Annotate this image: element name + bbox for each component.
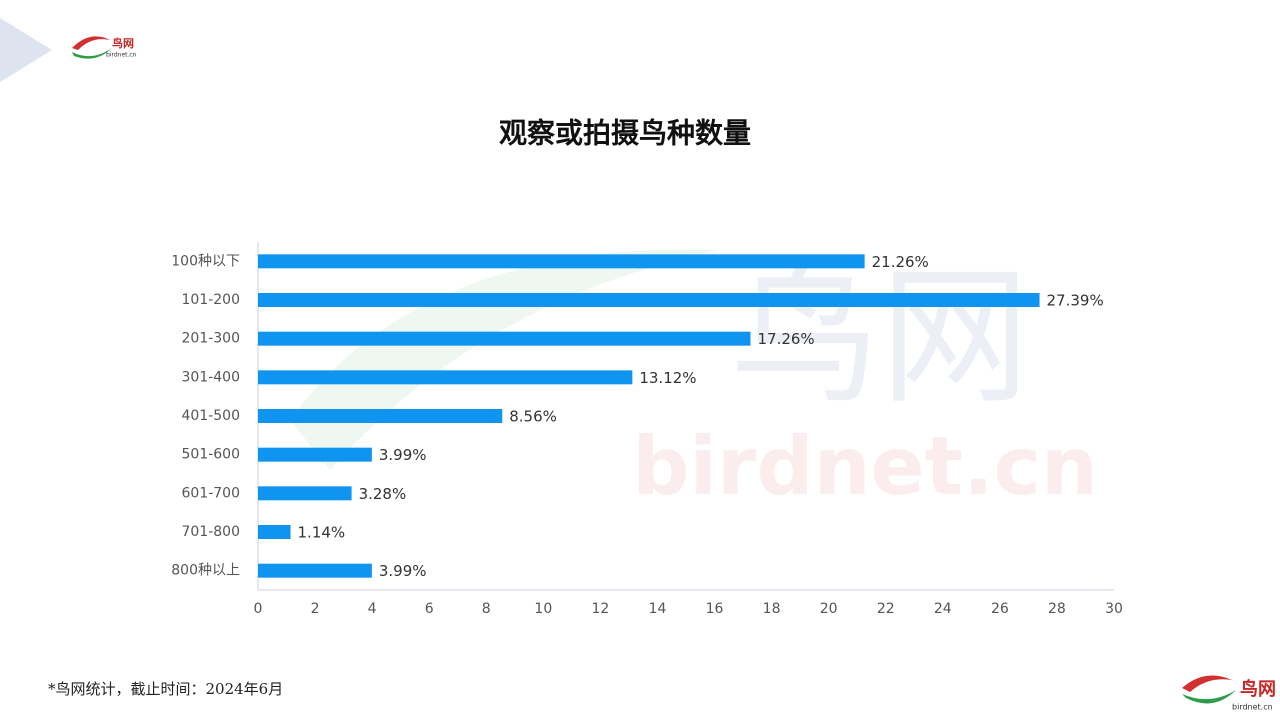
x-tick-label: 16 bbox=[706, 601, 724, 617]
y-tick-label: 701-800 bbox=[182, 524, 241, 540]
x-tick-label: 24 bbox=[934, 601, 952, 617]
bar bbox=[258, 370, 633, 385]
x-tick-label: 4 bbox=[368, 601, 377, 617]
logo-swoosh bbox=[72, 48, 112, 59]
x-tick-label: 6 bbox=[425, 601, 434, 617]
y-tick-label: 800种以上 bbox=[171, 563, 240, 579]
bar bbox=[258, 486, 352, 501]
logo-domain: birdnet.cn bbox=[106, 52, 137, 59]
value-label: 27.39% bbox=[1047, 292, 1104, 310]
x-tick-label: 26 bbox=[991, 601, 1009, 617]
x-tick-label: 10 bbox=[534, 601, 552, 617]
logo-swoosh bbox=[1182, 675, 1232, 692]
logo-bottom: 鸟网 birdnet.cn bbox=[1182, 675, 1276, 712]
corner-triangle bbox=[0, 18, 52, 82]
x-tick-label: 28 bbox=[1048, 601, 1066, 617]
logo-top: 鸟网 birdnet.cn bbox=[72, 36, 137, 59]
value-label: 13.12% bbox=[639, 369, 696, 387]
watermark-name: 鸟网 bbox=[730, 251, 1030, 425]
bar bbox=[258, 563, 372, 578]
x-tick-label: 2 bbox=[311, 601, 320, 617]
logo-swoosh bbox=[1182, 690, 1236, 704]
logo-name: 鸟网 bbox=[1240, 678, 1276, 700]
watermark-domain: birdnet.cn bbox=[632, 420, 1098, 513]
footnote: *鸟网统计，截止时间：2024年6月 bbox=[48, 680, 283, 698]
value-label: 8.56% bbox=[509, 408, 557, 426]
value-label: 21.26% bbox=[872, 253, 929, 271]
logo-domain: birdnet.cn bbox=[1232, 703, 1273, 712]
value-label: 3.99% bbox=[379, 446, 427, 464]
y-tick-label: 601-700 bbox=[182, 485, 241, 501]
y-tick-label: 501-600 bbox=[182, 447, 241, 463]
value-label: 17.26% bbox=[757, 330, 814, 348]
x-tick-label: 14 bbox=[649, 601, 667, 617]
x-tick-label: 0 bbox=[254, 601, 263, 617]
x-tick-label: 22 bbox=[877, 601, 895, 617]
bar bbox=[258, 254, 865, 269]
value-label: 3.99% bbox=[379, 562, 427, 580]
y-tick-label: 201-300 bbox=[182, 331, 241, 347]
bar bbox=[258, 331, 751, 346]
x-tick-label: 20 bbox=[820, 601, 838, 617]
x-tick-label: 12 bbox=[591, 601, 609, 617]
chart-title: 观察或拍摄鸟种数量 bbox=[499, 117, 751, 150]
y-tick-label: 100种以下 bbox=[171, 253, 240, 269]
value-label: 1.14% bbox=[298, 524, 346, 542]
bar bbox=[258, 447, 372, 462]
logo-name: 鸟网 bbox=[112, 36, 134, 50]
y-tick-label: 401-500 bbox=[182, 408, 241, 424]
bar bbox=[258, 409, 503, 423]
bar bbox=[258, 525, 291, 539]
bar bbox=[258, 293, 1040, 307]
logo-swoosh bbox=[72, 36, 110, 50]
value-label: 3.28% bbox=[359, 485, 407, 503]
y-tick-label: 301-400 bbox=[182, 369, 241, 385]
x-tick-label: 8 bbox=[482, 601, 491, 617]
x-tick-label: 30 bbox=[1105, 601, 1123, 617]
y-tick-label: 101-200 bbox=[182, 292, 241, 308]
x-tick-label: 18 bbox=[763, 601, 781, 617]
